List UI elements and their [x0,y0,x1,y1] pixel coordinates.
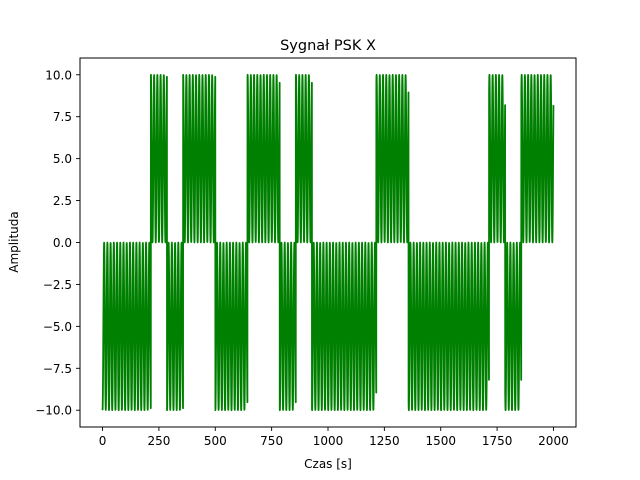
x-ticks: 0 250 500 750 1000 1250 1500 1750 2000 [99,427,569,448]
x-tick-label: 1250 [369,434,400,448]
x-tick-label: 750 [260,434,283,448]
y-axis-label: Amplituda [7,211,21,272]
y-tick-label: −5.0 [43,320,72,334]
x-tick-label: 1500 [425,434,456,448]
y-tick-label: 10.0 [45,68,72,82]
x-axis-label: Czas [s] [304,457,352,471]
y-ticks: −10.0 −7.5 −5.0 −2.5 0.0 2.5 5.0 7.5 10.0 [35,68,80,418]
y-tick-label: −2.5 [43,278,72,292]
y-tick-label: 2.5 [53,194,72,208]
series-group [101,73,555,412]
x-tick-label: 1000 [313,434,344,448]
chart-title: Sygnał PSK X [280,38,376,54]
y-tick-label: 0.0 [53,236,72,250]
y-tick-label: −10.0 [35,404,72,418]
plot-area [101,73,555,412]
x-tick-label: 250 [147,434,170,448]
x-tick-label: 500 [204,434,227,448]
y-tick-label: 7.5 [53,110,72,124]
x-tick-label: 0 [99,434,107,448]
y-tick-label: −7.5 [43,362,72,376]
x-tick-label: 1750 [482,434,513,448]
y-tick-label: 5.0 [53,152,72,166]
series-line [101,73,555,412]
x-tick-label: 2000 [538,434,569,448]
